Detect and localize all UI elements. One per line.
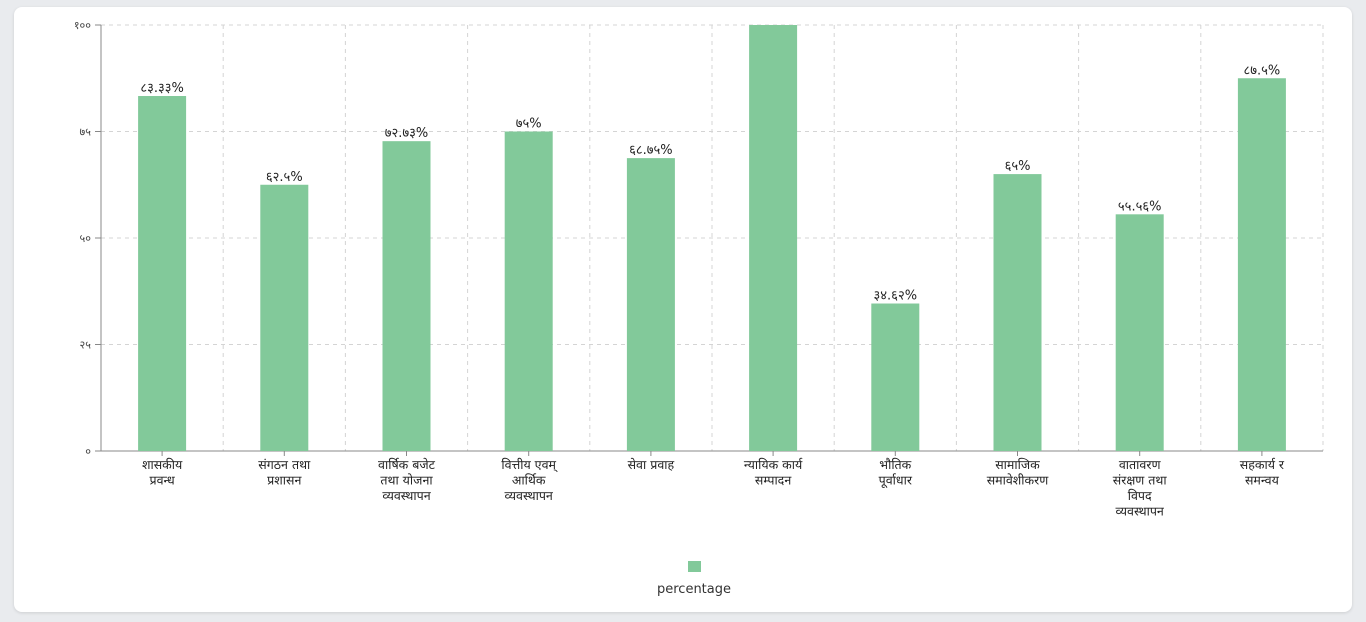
x-tick-label: सेवा प्रवाह [628, 457, 675, 472]
x-tick-label: शासकीय प्रवन्ध [142, 457, 183, 488]
bar [871, 303, 920, 451]
x-tick-label: सहकार्य र समन्वय [1240, 457, 1285, 488]
x-tick-label: वित्तीय एवम् आर्थिक व्यवस्थापन [501, 457, 558, 503]
bar [1237, 78, 1286, 451]
x-tick-label-line: आर्थिक [512, 473, 546, 488]
y-tick-label: १०० [74, 19, 91, 32]
x-tick-label: सामाजिक समावेशीकरण [987, 457, 1050, 488]
data-label: ८३.३३% [140, 81, 184, 96]
data-label: ६५% [1005, 159, 1031, 174]
bar-chart: ० २५ ५० ७५ १०० ८३.३३% शासकीय प्रवन्ध ६२.५% संगठन … [74, 19, 1324, 519]
y-tick-label: ५० [80, 232, 92, 245]
bar [626, 158, 675, 451]
x-tick-label-line: व्यवस्थापन [1116, 504, 1165, 519]
x-tick-label-line: पूर्वाधार [879, 473, 913, 489]
chart-card: ० २५ ५० ७५ १०० ८३.३३% शासकीय प्रवन्ध ६२.५% संगठन … [14, 7, 1352, 612]
x-tick-label-line: सहकार्य र [1240, 457, 1285, 472]
x-tick-label-line: व्यवस्थापन [382, 488, 431, 503]
x-tick-label: संगठन तथा प्रशासन [258, 457, 311, 488]
bar [138, 96, 187, 452]
data-label: ७५% [516, 117, 542, 132]
x-tick-label-line: वार्षिक बजेट [378, 457, 436, 472]
x-tick-label-line: प्रशासन [267, 473, 302, 488]
x-tick-label-line: न्यायिक कार्य [744, 457, 803, 472]
x-tick-label-line: समन्वय [1245, 473, 1280, 488]
x-tick-label-line: भौतिक [879, 457, 911, 472]
data-label: ६२.५% [266, 170, 303, 185]
data-label: ५५.५६% [1118, 199, 1162, 214]
x-tick-label-line: सेवा प्रवाह [628, 457, 675, 472]
x-tick-label-line: वित्तीय एवम् [501, 457, 558, 473]
legend-label[interactable]: percentage [656, 582, 731, 597]
y-tick-label: २५ [80, 339, 92, 352]
bar [993, 174, 1042, 451]
bar [1115, 214, 1164, 451]
x-tick-label: वातावरण संरक्षण तथा विपद व्यवस्थापन [1113, 457, 1168, 519]
x-tick-label-line: संगठन तथा [258, 457, 311, 472]
x-tick-label: न्यायिक कार्य सम्पादन [744, 457, 803, 488]
x-tick-label-line: प्रवन्ध [149, 473, 175, 488]
x-tick-label-line: सामाजिक [995, 457, 1040, 472]
bar [382, 141, 431, 451]
legend-swatch[interactable] [687, 561, 701, 572]
x-tick-label-line: वातावरण [1119, 457, 1162, 472]
data-label: ७२.७३% [385, 126, 429, 141]
x-tick-label-line: समावेशीकरण [987, 473, 1050, 488]
x-tick-label: भौतिक पूर्वाधार [879, 457, 913, 489]
y-tick-label: ० [85, 445, 91, 458]
bar [504, 131, 553, 451]
x-tick-label-line: संरक्षण तथा [1113, 473, 1168, 488]
x-tick-label-line: व्यवस्थापन [505, 488, 554, 503]
x-tick-label-line: तथा योजना [380, 473, 433, 488]
data-label: ६८.७५% [629, 143, 673, 158]
x-tick-label-line: शासकीय [142, 457, 183, 472]
data-label: ८७.५% [1244, 63, 1281, 78]
y-tick-label: ७५ [80, 126, 92, 139]
x-tick-label-line: विपद [1128, 488, 1152, 503]
data-label: ३४.६२% [874, 289, 918, 304]
legend[interactable]: percentage [614, 561, 774, 597]
x-tick-label-line: सम्पादन [755, 473, 792, 488]
x-tick-label: वार्षिक बजेट तथा योजना व्यवस्थापन [378, 457, 436, 503]
bar [749, 25, 798, 451]
bar [260, 184, 309, 451]
